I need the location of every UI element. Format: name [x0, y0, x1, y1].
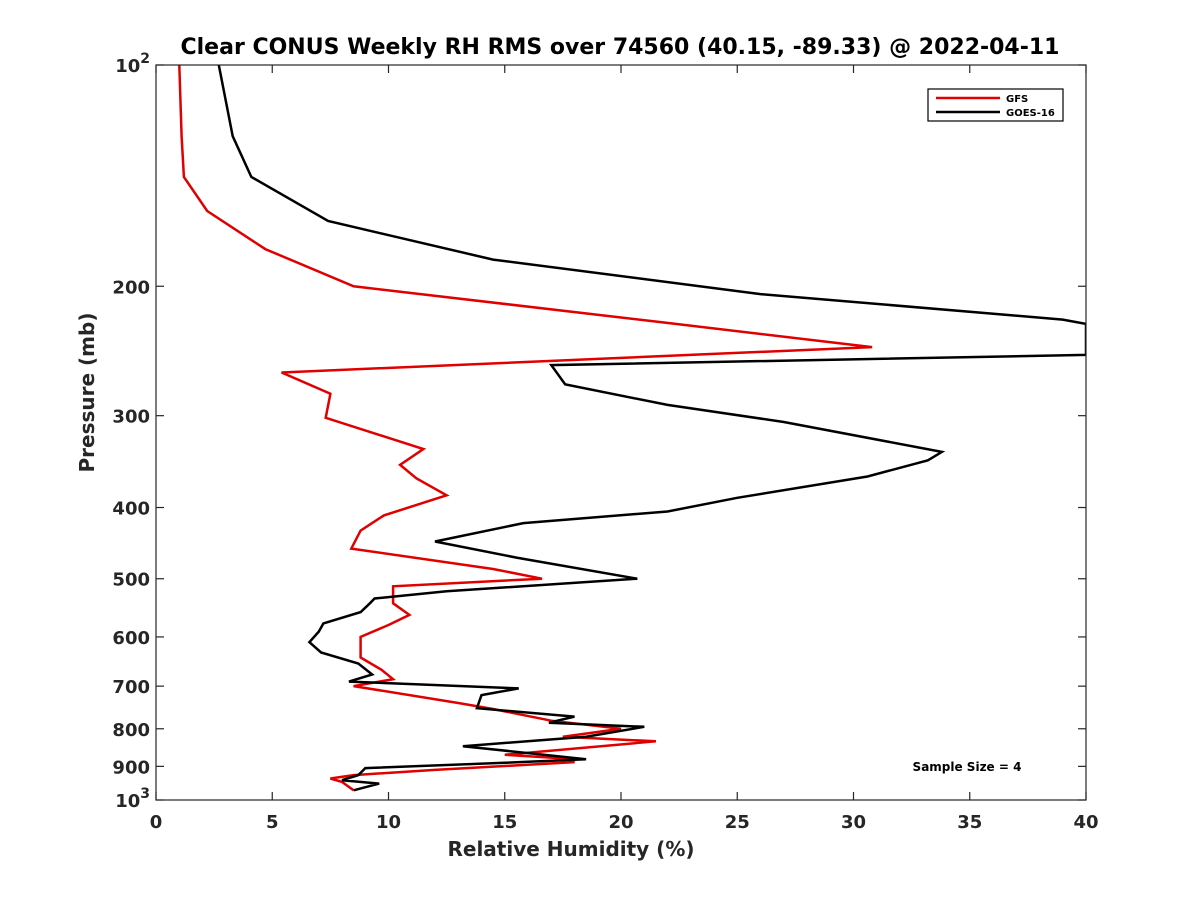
x-tick-label: 10 — [376, 812, 401, 833]
y-tick-label: 300 — [112, 407, 150, 428]
sample-size-annotation: Sample Size = 4 — [913, 760, 1022, 774]
y-tick-label: 900 — [112, 757, 150, 778]
y-axis-label: Pressure (mb) — [75, 313, 99, 473]
y-tick-label: 800 — [112, 720, 150, 741]
y-tick-label: 200 — [112, 277, 150, 298]
x-tick-label: 40 — [1073, 812, 1098, 833]
x-axis: 0 5 10 15 20 25 30 35 40 — [150, 65, 1099, 833]
y-tick-label-exponent: 2 — [140, 51, 150, 67]
x-tick-label: 20 — [608, 812, 633, 833]
series-layer — [178, 65, 1086, 792]
series-line-goes16 — [217, 65, 1086, 792]
x-axis-label: Relative Humidity (%) — [447, 837, 694, 861]
y-tick-label: 700 — [112, 677, 150, 698]
y-tick-label: 102 — [115, 51, 150, 77]
y-tick-label: 103 — [115, 786, 150, 812]
y-tick-label: 500 — [112, 570, 150, 591]
x-tick-label: 30 — [841, 812, 866, 833]
y-tick-label-base: 10 — [115, 56, 140, 77]
y-tick-label-base: 10 — [115, 791, 140, 812]
y-tick-label: 600 — [112, 628, 150, 649]
chart-title: Clear CONUS Weekly RH RMS over 74560 (40… — [181, 35, 1060, 60]
legend-box — [927, 88, 1064, 122]
y-tick-label: 400 — [112, 499, 150, 520]
series-line-gfs — [178, 65, 873, 792]
y-tick-label-exponent: 3 — [140, 786, 150, 802]
x-tick-label: 25 — [725, 812, 750, 833]
x-tick-label: 0 — [150, 812, 163, 833]
x-tick-label: 35 — [957, 812, 982, 833]
x-tick-label: 15 — [492, 812, 517, 833]
legend-label: GFS — [1006, 94, 1028, 105]
x-tick-label: 5 — [266, 812, 279, 833]
legend-label: GOES-16 — [1006, 108, 1055, 119]
legend: GFS GOES-16 — [927, 88, 1064, 122]
